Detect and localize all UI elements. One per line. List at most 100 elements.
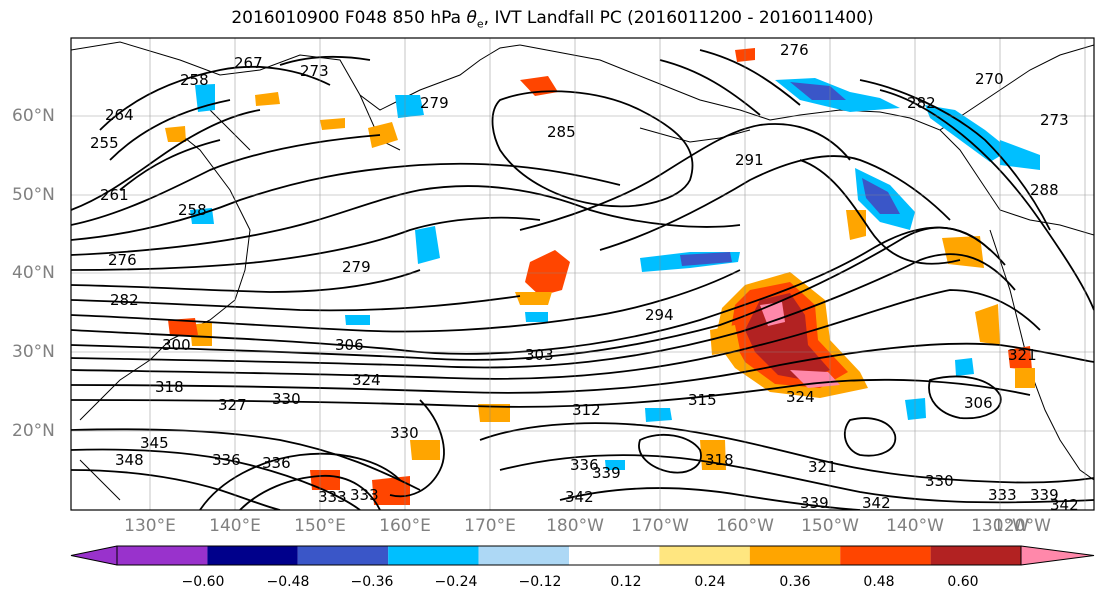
lon-label: 170°W [631, 516, 689, 536]
colorbar-tick-label: 0.24 [694, 574, 726, 590]
anomaly-fills [165, 48, 1040, 505]
lon-label: 170°E [464, 516, 516, 536]
contour-label: 318 [705, 451, 734, 469]
contour-label: 306 [964, 394, 993, 412]
lon-label: 160°W [716, 516, 774, 536]
contour-label: 282 [110, 291, 139, 309]
contour-label: 336 [262, 454, 291, 472]
contour-label: 327 [218, 396, 247, 414]
contour-label: 276 [108, 251, 137, 269]
contour-label: 270 [975, 70, 1004, 88]
contour-label: 279 [420, 94, 449, 112]
contour-label: 288 [1030, 181, 1059, 199]
contour-label: 339 [800, 494, 829, 512]
lat-label: 40°N [12, 263, 55, 283]
colorbar-outline [116, 545, 1022, 566]
graticule [71, 38, 1094, 510]
lat-label: 30°N [12, 342, 55, 362]
contour-label: 342 [862, 494, 891, 512]
contour-label: 324 [786, 388, 815, 406]
contour-label: 294 [645, 306, 674, 324]
colorbar-tick-label: −0.24 [434, 574, 478, 590]
colorbar-segment [388, 546, 479, 565]
colorbar-extend-left [70, 545, 118, 566]
contour-label: 333 [318, 488, 347, 506]
colorbar-tick-label: 0.36 [779, 574, 811, 590]
colorbar-tick-label: 0.48 [863, 574, 895, 590]
colorbar-tick-label: −0.12 [518, 574, 562, 590]
contour-label: 339 [592, 464, 621, 482]
lon-label: 150°W [801, 516, 859, 536]
contour-label: 336 [212, 451, 241, 469]
contour-labels: 267 273 264 258 255 261 258 276 282 285 … [90, 41, 1079, 514]
colorbar-tick-label: 0.12 [610, 574, 642, 590]
map-title: 2016010900 F048 850 hPa θe, IVT Landfall… [231, 8, 874, 31]
contour-label: 261 [100, 186, 129, 204]
contour-label: 303 [525, 346, 554, 364]
colorbar-tick-label: −0.60 [181, 574, 225, 590]
contour-label: 279 [342, 258, 371, 276]
contour-label: 306 [335, 336, 364, 354]
lat-label: 50°N [12, 185, 55, 205]
colorbar-segment [749, 546, 841, 565]
map-frame [70, 37, 1095, 511]
contour-label: 315 [688, 391, 717, 409]
contour-label: 324 [352, 371, 381, 389]
colorbar-segment [1021, 546, 1094, 565]
colorbar-segment [71, 546, 208, 565]
colorbar-segment [207, 546, 298, 565]
colorbar-segment [478, 546, 569, 565]
contour-label: 330 [925, 472, 954, 490]
contour-label: 321 [808, 458, 837, 476]
lon-label: 160°E [379, 516, 431, 536]
contour-label: 291 [735, 151, 764, 169]
contour-label: 312 [572, 401, 601, 419]
colorbar-segment [659, 546, 750, 565]
contour-label: 330 [272, 390, 301, 408]
colorbar-tick-label: −0.48 [266, 574, 310, 590]
contour-label: 342 [1050, 496, 1079, 514]
contour-label: 342 [565, 488, 594, 506]
contour-label: 339 [1030, 486, 1059, 504]
contour-label: 330 [390, 424, 419, 442]
colorbar-tick-label: 0.60 [947, 574, 979, 590]
colorbar-extend-right [1020, 545, 1095, 566]
contour-label: 258 [178, 201, 207, 219]
coastlines [71, 41, 1094, 501]
contour-label: 273 [300, 62, 329, 80]
colorbar-segment [840, 546, 931, 565]
colorbar-tick-label: −0.36 [350, 574, 394, 590]
contour-label: 318 [155, 378, 184, 396]
contour-label: 276 [780, 41, 809, 59]
lat-label: 20°N [12, 421, 55, 441]
contour-label: 348 [115, 451, 144, 469]
lat-label: 60°N [12, 106, 55, 126]
contour-label: 282 [907, 94, 936, 112]
colorbar-segment [930, 546, 1021, 565]
lon-label: 140°E [209, 516, 261, 536]
contour-label: 264 [105, 106, 134, 124]
contour-label: 345 [140, 434, 169, 452]
contour-label: 255 [90, 134, 119, 152]
lon-label: 180°W [546, 516, 604, 536]
contour-label: 333 [350, 486, 379, 504]
contour-label: 267 [234, 54, 263, 72]
colorbar-segment [297, 546, 389, 565]
colorbar-segment [569, 546, 660, 565]
lon-label: 120°W [993, 516, 1051, 536]
contour-label: 321 [1008, 346, 1037, 364]
contour-label: 300 [162, 336, 191, 354]
contour-label: 258 [180, 71, 209, 89]
theta-e-contours [71, 49, 1094, 510]
lon-label: 130°E [124, 516, 176, 536]
lon-label: 130°W [971, 516, 1029, 536]
lon-label: 150°E [294, 516, 346, 536]
contour-label: 273 [1040, 111, 1069, 129]
contour-label: 336 [570, 456, 599, 474]
contour-label: 285 [547, 123, 576, 141]
colorbar [70, 545, 1095, 566]
map-background [71, 38, 1094, 510]
lon-label: 140°W [886, 516, 944, 536]
contour-label: 333 [988, 486, 1017, 504]
